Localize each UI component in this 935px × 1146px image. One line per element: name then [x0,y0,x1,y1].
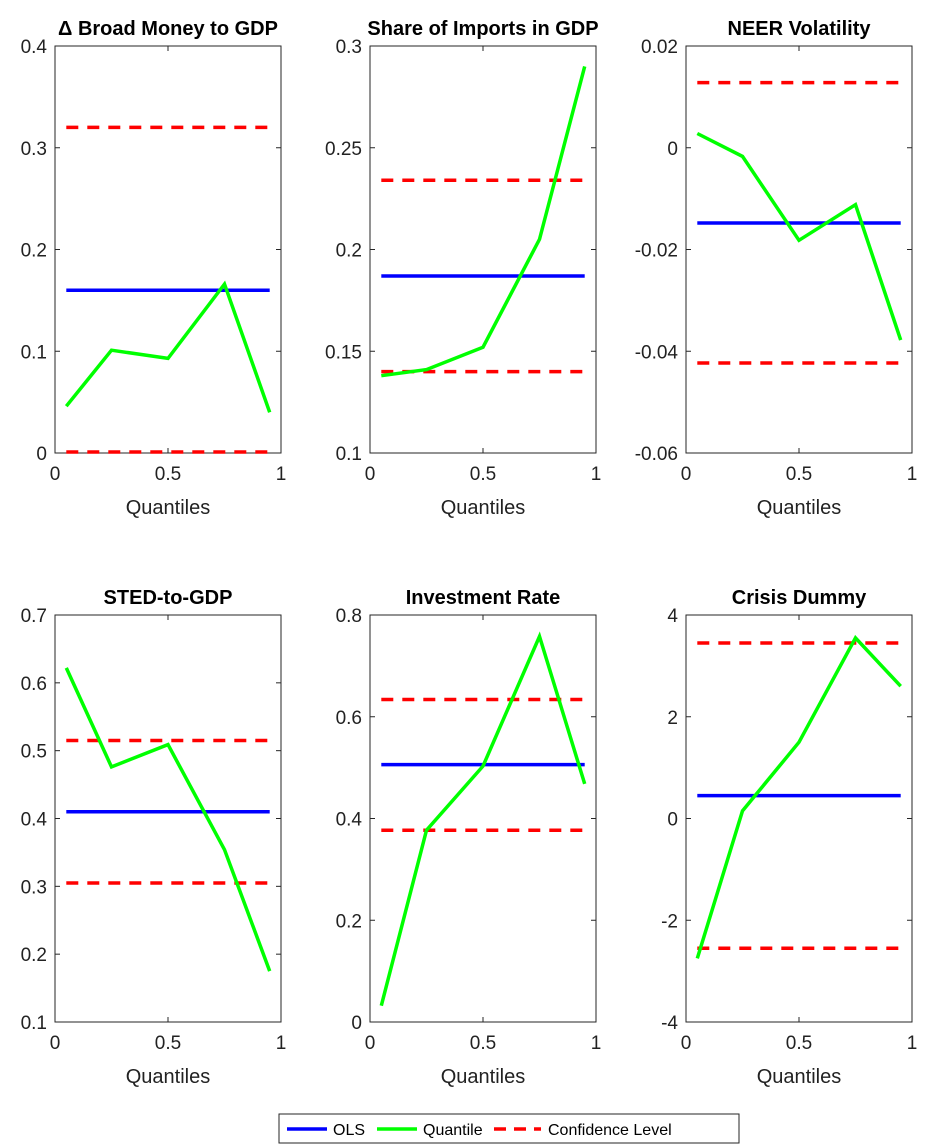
plot-frame [685,45,913,454]
subplot-title: Δ Broad Money to GDP [58,18,278,40]
y-tick-label: -2 [661,911,678,932]
y-tick-label: 0.4 [21,810,48,831]
y-tick-label: 0.2 [21,241,47,262]
x-tick-label: 0 [50,1033,61,1054]
legend: OLS Quantile Confidence Level [278,1113,740,1144]
quantile-line [64,667,272,972]
y-tick-label: 0.3 [336,37,362,58]
y-tick-label: 0 [36,444,47,465]
y-tick-label: -0.04 [635,342,679,363]
y-tick-label: 4 [667,606,678,627]
x-tick-label: 0.5 [155,1033,181,1054]
subplot-6: -4 -2 0 2 4 0 0.5 1 Crisis Dummy Quantiles [661,587,917,1088]
y-tick-label: 0.6 [336,708,362,729]
y-tick-label: 0.4 [336,810,363,831]
y-tick-label: 0.1 [21,342,47,363]
x-axis-label: Quantiles [441,1066,526,1088]
y-tick-label: -0.06 [635,444,678,465]
quantile-line [695,634,902,959]
quantile-line [379,631,587,1007]
y-tick-label: 0.7 [21,606,47,627]
legend-box [278,1113,740,1144]
y-tick-label: 0.3 [21,877,47,898]
y-tick-label: 0.15 [325,342,362,363]
y-tick-label: 0.5 [21,742,47,763]
legend-label-confidence: Confidence Level [548,1122,672,1139]
quantile-line [381,65,587,378]
plot-frame [54,614,282,1023]
x-tick-label: 1 [591,1033,602,1054]
y-tick-label: 0.2 [336,241,362,262]
y-tick-label: 0 [351,1013,362,1034]
y-tick-label: 0.02 [641,37,678,58]
y-tick-label: 0.1 [21,1013,47,1034]
x-tick-label: 1 [907,464,918,485]
y-tick-label: 0.1 [336,444,362,465]
subplot-3: -0.06 -0.04 -0.02 0 0.02 0 0.5 1 NEER Volatility… [635,18,918,519]
y-tick-label: 0 [667,139,678,160]
subplot-4: 0.1 0.2 0.3 0.4 0.5 0.6 0.7 0 0.5 1 STED-to-GDP Qua… [21,587,287,1088]
legend-label-ols: OLS [333,1122,365,1139]
plot-frame [54,45,282,454]
subplot-title: Share of Imports in GDP [367,18,598,40]
plot-frame [685,614,913,1023]
x-tick-label: 1 [276,1033,287,1054]
x-axis-label: Quantiles [757,1066,842,1088]
y-tick-label: -0.02 [635,241,678,262]
subplot-title: Investment Rate [406,587,561,609]
y-tick-label: 0.6 [21,674,47,695]
y-tick-label: 0.4 [21,37,48,58]
x-tick-label: 0 [681,464,692,485]
y-tick-label: 2 [667,708,678,729]
x-tick-label: 0.5 [470,1033,496,1054]
x-axis-label: Quantiles [757,497,842,519]
y-tick-label: 0.8 [336,606,362,627]
x-axis-label: Quantiles [126,497,211,519]
x-axis-label: Quantiles [441,497,526,519]
subplot-2: 0.1 0.15 0.2 0.25 0.3 0 0.5 1 Share of Imports i… [325,18,601,519]
y-tick-label: 0.2 [21,945,47,966]
subplot-title: STED-to-GDP [104,587,233,609]
y-tick-label: -4 [661,1013,678,1034]
x-axis-label: Quantiles [126,1066,211,1088]
x-tick-label: 0.5 [786,1033,812,1054]
subplot-title: NEER Volatility [728,18,872,40]
y-tick-label: 0.3 [21,139,47,160]
x-tick-label: 1 [276,464,287,485]
x-tick-label: 0.5 [786,464,812,485]
quantile-line [696,131,903,341]
y-tick-label: 0 [667,810,678,831]
plot-frame [369,45,597,454]
subplot-5: 0 0.2 0.4 0.6 0.8 0 0.5 1 Investment Rate Quantil… [336,587,602,1088]
x-tick-label: 0.5 [470,464,496,485]
x-tick-label: 0 [681,1033,692,1054]
x-tick-label: 0.5 [155,464,181,485]
legend-label-quantile: Quantile [423,1122,483,1139]
x-tick-label: 0 [365,464,376,485]
quantile-line [64,280,272,413]
x-tick-label: 1 [907,1033,918,1054]
x-tick-label: 0 [50,464,61,485]
subplot-1: 0 0.1 0.2 0.3 0.4 0 0.5 1 Δ Broad Money to GDP Qu… [21,18,287,519]
x-tick-label: 1 [591,464,602,485]
plot-frame [369,614,597,1023]
y-tick-label: 0.25 [325,139,362,160]
x-tick-label: 0 [365,1033,376,1054]
subplot-title: Crisis Dummy [732,587,867,609]
y-tick-label: 0.2 [336,911,362,932]
